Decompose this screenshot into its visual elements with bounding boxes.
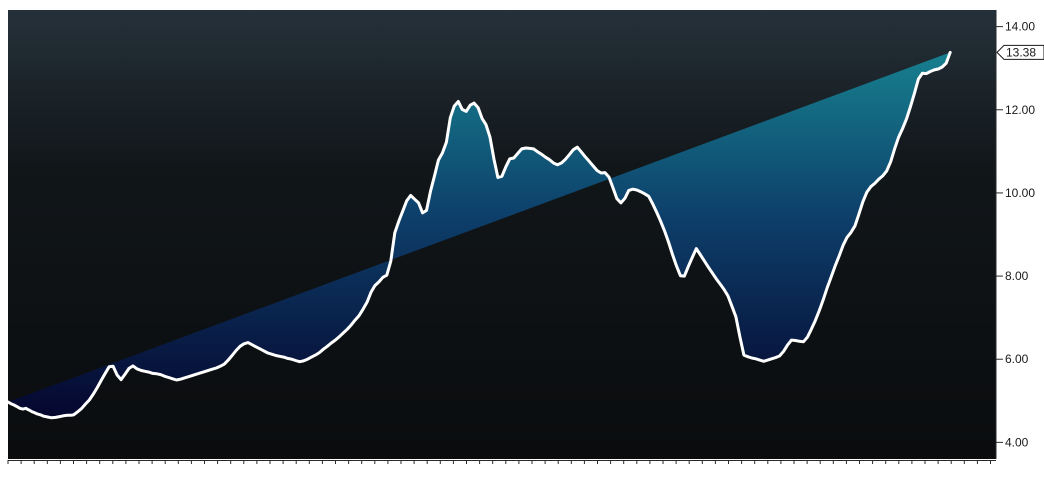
y-axis-ticks: 4.00 6.00 8.00 10.00 12.00 14.00 bbox=[996, 20, 1035, 449]
series-line bbox=[6, 50, 952, 420]
x-axis-ticks bbox=[7, 460, 991, 464]
y-tick-label: 12.00 bbox=[1005, 103, 1035, 117]
last-value-label: 13.38 bbox=[1006, 45, 1036, 59]
last-value-badge bbox=[996, 44, 1044, 60]
y-tick-label: 10.00 bbox=[1005, 186, 1035, 200]
series-area-fill bbox=[8, 52, 951, 418]
y-tick-label: 8.00 bbox=[1005, 269, 1029, 283]
y-tick-label: 14.00 bbox=[1005, 20, 1035, 34]
y-tick-label: 4.00 bbox=[1005, 435, 1029, 449]
y-tick-label: 6.00 bbox=[1005, 352, 1029, 366]
last-value-marker: 13.38 bbox=[996, 44, 1044, 60]
